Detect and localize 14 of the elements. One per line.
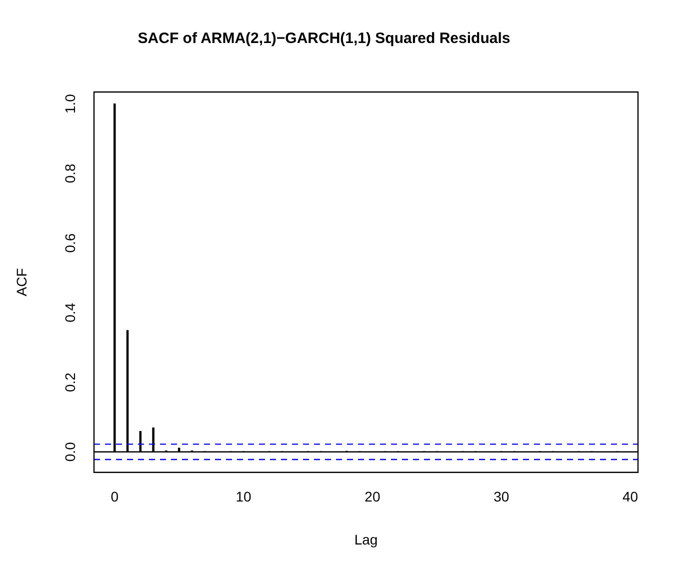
y-axis-title: ACF: [13, 268, 30, 296]
y-tick-label: 0.2: [62, 372, 78, 392]
y-tick-label: 0.6: [62, 233, 78, 253]
y-tick-label: 0.0: [62, 442, 78, 462]
x-tick-label: 40: [622, 488, 638, 505]
y-tick-label: 1.0: [62, 94, 78, 114]
y-tick-label: 0.4: [62, 302, 78, 322]
x-tick-label: 30: [494, 488, 510, 505]
y-tick-label: 0.8: [62, 164, 78, 184]
chart-title: SACF of ARMA(2,1)−GARCH(1,1) Squared Residuals: [138, 30, 510, 48]
x-tick-label: 20: [364, 488, 380, 505]
x-axis-title: Lag: [354, 531, 378, 548]
x-tick-label: 10: [236, 488, 252, 505]
x-tick-label: 0: [110, 488, 119, 505]
